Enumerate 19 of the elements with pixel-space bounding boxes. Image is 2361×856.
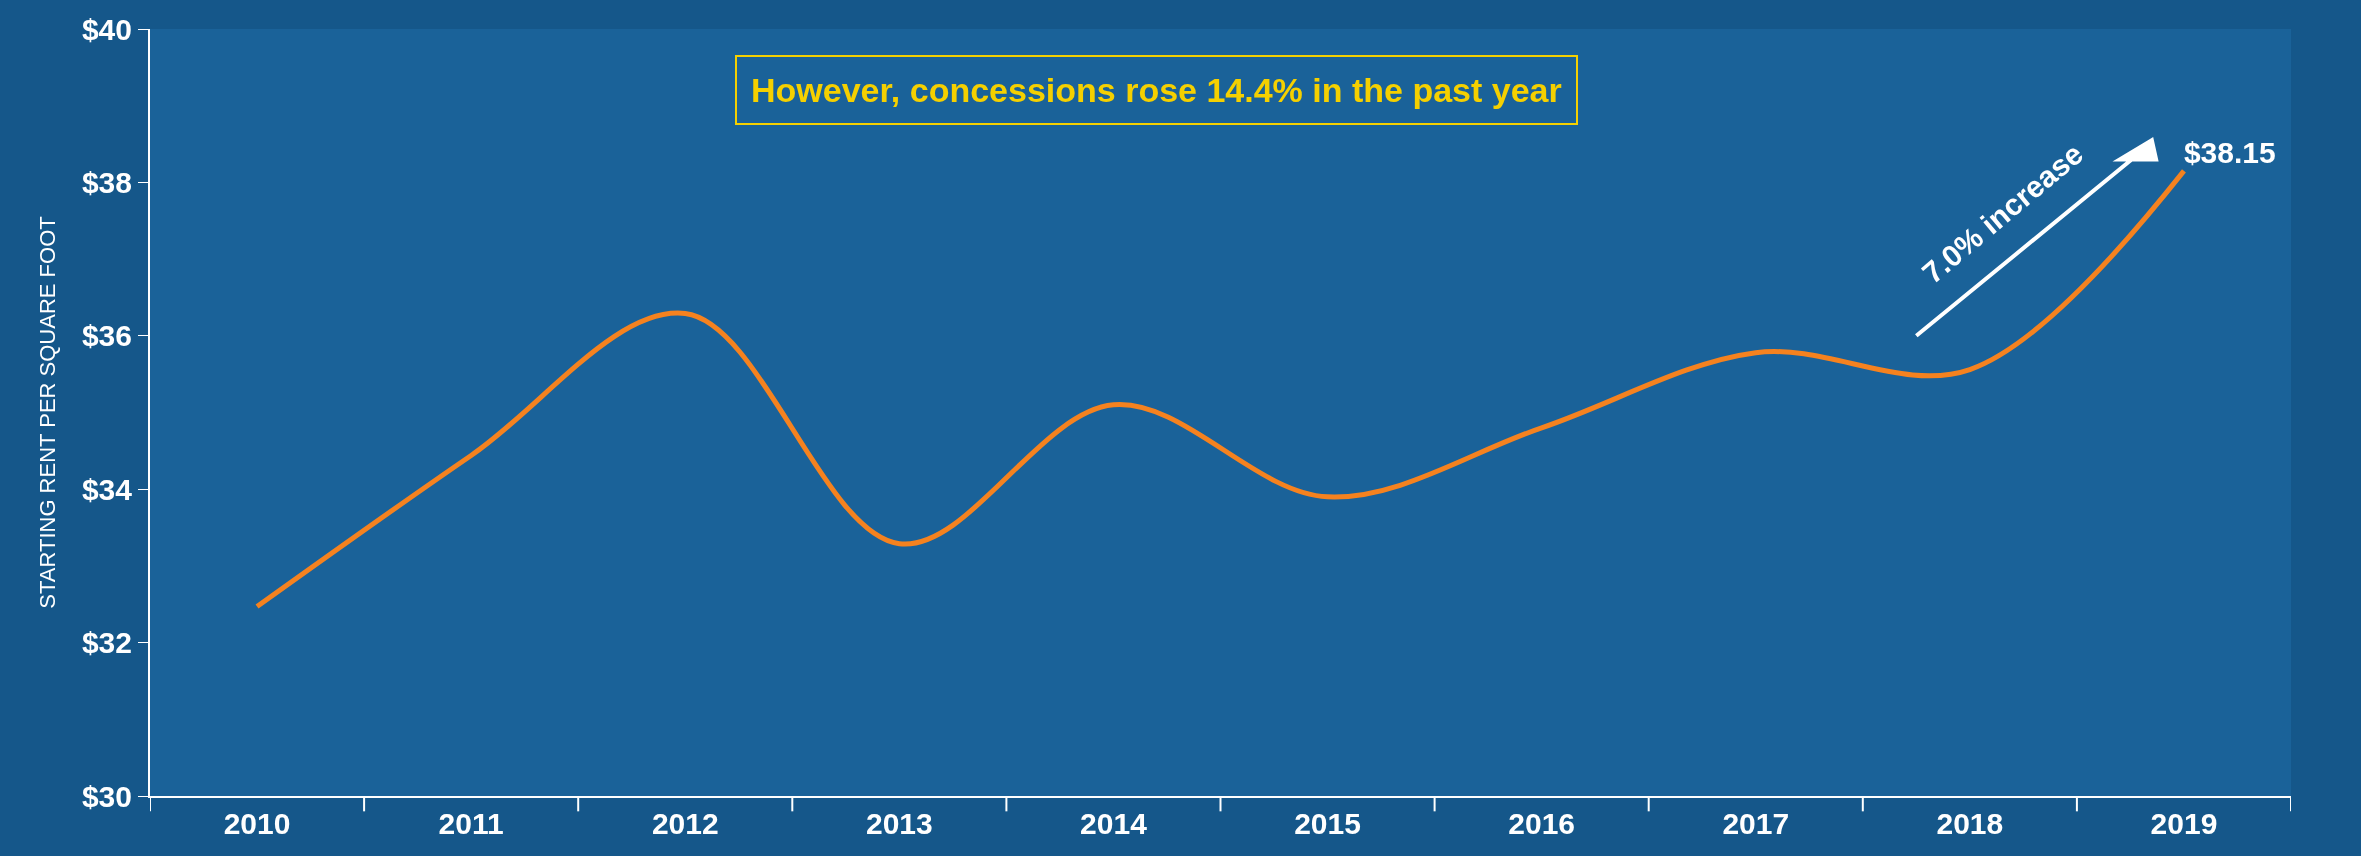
x-tick-label: 2017 <box>1722 807 1790 840</box>
annotation: However, concessions rose 14.4% in the past year <box>751 71 1562 109</box>
y-tick-label: $40 <box>81 12 132 46</box>
y-axis-title: STARTING RENT PER SQUARE FOOT <box>35 216 61 609</box>
x-tick-label: 2013 <box>865 807 933 840</box>
y-tick-label: $32 <box>81 626 132 660</box>
x-tick-label: 2012 <box>651 807 719 840</box>
y-tick-label: $34 <box>81 472 133 506</box>
y-tick-label: $30 <box>81 779 132 813</box>
x-tick-label: 2019 <box>2150 807 2218 840</box>
x-tick-label: 2018 <box>1936 807 2004 840</box>
y-tick-label: $38 <box>81 165 132 199</box>
x-tick-label: 2011 <box>438 807 504 840</box>
x-tick-label: 2014 <box>1080 807 1148 840</box>
x-tick-label: 2010 <box>223 807 291 840</box>
data-label: $38.15 <box>2183 136 2276 170</box>
x-tick-label: 2015 <box>1294 807 1361 840</box>
y-tick-label: $36 <box>81 319 132 353</box>
x-tick-label: 2016 <box>1508 807 1576 840</box>
